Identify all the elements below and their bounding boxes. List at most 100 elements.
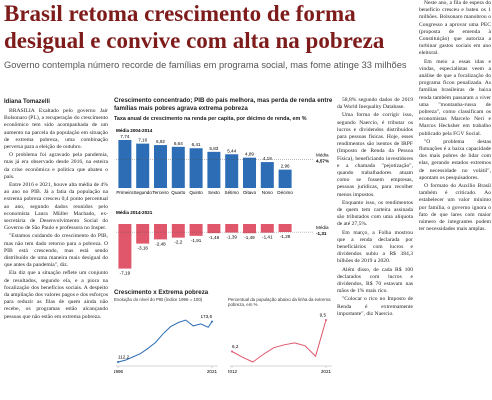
series-title: Média 2014-2021	[116, 210, 153, 215]
category-label: Nono	[262, 190, 273, 195]
paragraph: Além disso, de cada R$ 100 declarados co…	[337, 266, 413, 295]
value-label: 5,83	[209, 146, 218, 151]
paragraph: 58,8% segundo dados de 2019 da World Ine…	[337, 97, 413, 111]
value-label: -1,48	[209, 235, 220, 240]
paragraph: Neste ano, a fila de espera do benefício…	[419, 0, 491, 57]
paragraph: Ela diz que a situação reflete um conjun…	[4, 270, 108, 320]
bar	[225, 154, 239, 188]
paragraph: O formato do Auxílio Brasil também é cri…	[419, 183, 491, 233]
category-label: Quarto	[171, 190, 185, 195]
value-label: 7,74	[120, 134, 129, 139]
text-column: Neste ano, a fila de espera do benefício…	[419, 0, 491, 400]
value-label: -1,29	[280, 234, 291, 239]
value-label: 112,2	[118, 354, 130, 359]
mean-label: Média	[316, 225, 329, 230]
bar	[278, 224, 292, 232]
value-label: -1,91	[191, 238, 202, 243]
line-chart-box: Percentual da população abaixo da linha …	[227, 296, 334, 381]
value-label: -3,16	[137, 246, 148, 251]
line	[231, 319, 327, 363]
point	[325, 318, 327, 321]
bar	[260, 224, 274, 233]
value-label: 4,18	[263, 156, 272, 161]
chart-title: Crescimento concentrado; PIB do país mel…	[114, 97, 333, 112]
subheadline: Governo contempla número recorde de famí…	[4, 60, 407, 70]
category-label: Oitavo	[243, 190, 257, 195]
headline: Brasil retoma crescimento de forma desig…	[4, 1, 385, 53]
bar	[118, 140, 132, 188]
bar	[154, 224, 167, 240]
value-label: 6,64	[174, 141, 183, 146]
value-label: 6,92	[156, 139, 165, 144]
paragraph: Em meio a essas idas e vindas, especiali…	[419, 58, 491, 137]
point	[117, 360, 119, 363]
value-label: 2,96	[281, 164, 290, 169]
line-chart: 2012 2021 6,2 9,5	[227, 312, 332, 374]
bar	[189, 148, 203, 188]
bar	[207, 151, 221, 188]
bar	[118, 224, 132, 269]
paragraph: Enquanto isso, os rendimentos de quem te…	[337, 199, 413, 228]
bar	[260, 162, 274, 188]
value-label: 5,44	[227, 148, 236, 153]
paragraph: Uma forma de corrigir isso, segundo Naer…	[337, 112, 413, 198]
category-label: Segundo	[133, 190, 152, 195]
bar	[278, 169, 292, 188]
bar	[171, 146, 185, 188]
paragraph: "Estamos cuidando do crescimento do PIB,…	[4, 233, 108, 269]
mean-label: Média	[316, 153, 329, 158]
paragraph: "Colocar o rico no Imposto de Renda é ex…	[337, 296, 413, 317]
bar	[171, 224, 185, 238]
paragraph: "O problema destas flutuações é a baixa …	[419, 138, 491, 181]
mean-value: 4,57%	[316, 159, 329, 164]
byline: Idiana Tomazelli	[4, 99, 50, 105]
value-label: 7,16	[138, 138, 147, 143]
bar	[243, 224, 256, 234]
category-label: Quinto	[189, 190, 203, 195]
point	[231, 350, 233, 352]
line-chart-title: Evolução do nível do PIB (índice 1996 = …	[114, 296, 203, 302]
x-tick-label: 2021	[207, 369, 218, 374]
bar	[136, 143, 150, 188]
mean-value: -1,31	[316, 231, 327, 236]
series-title: Média 2004-2014	[116, 128, 153, 133]
category-label: Terceiro	[152, 190, 169, 195]
value-label: 173,6	[201, 314, 213, 319]
category-label: Sexto	[208, 190, 220, 195]
bar	[225, 224, 239, 233]
bar	[207, 224, 221, 234]
paragraph: O problema foi agravado pela pandemia, m…	[4, 152, 108, 180]
point	[211, 320, 213, 323]
value-label: 9,5	[320, 312, 327, 317]
paragraph: Entre 2016 e 2021, houve alta média de 4…	[4, 182, 108, 232]
x-tick-label: 1996	[114, 369, 124, 374]
line-chart-box: Evolução do nível do PIB (índice 1996 = …	[113, 296, 220, 381]
x-tick-label: 2012	[228, 369, 238, 374]
value-label: -7,19	[120, 271, 131, 276]
line-charts: Evolução do nível do PIB (índice 1996 = …	[113, 296, 334, 381]
bar	[136, 224, 150, 244]
bar	[243, 157, 256, 188]
value-label: 6,2	[232, 344, 239, 349]
bar	[189, 224, 203, 236]
text-column: BRASÍLIA Exaltado pelo governo Jair Bols…	[4, 108, 108, 400]
line-chart-title: Percentual da população abaixo da linha …	[228, 296, 331, 307]
x-tick-label: 2021	[321, 369, 332, 374]
category-label: Sétimo	[225, 190, 240, 195]
category-label: Primeiro	[116, 190, 134, 195]
value-label: -2,2	[174, 240, 182, 245]
chart-panel: Crescimento concentrado; PIB do país mel…	[113, 97, 334, 381]
category-label: Décimo	[277, 190, 293, 195]
value-label: -1,41	[262, 235, 273, 240]
value-label: -2,48	[155, 241, 166, 246]
value-label: -1,49	[244, 235, 255, 240]
chart-subtitle: Taxa anual de crescimento na renda per c…	[114, 116, 307, 122]
value-label: 6,41	[192, 142, 201, 147]
section-title: Crescimento x Extrema pobreza	[114, 289, 209, 296]
bar	[154, 145, 167, 188]
paragraph: BRASÍLIA Exaltado pelo governo Jair Bols…	[4, 108, 108, 151]
paragraph: Em março, a Folha mostrou que a renda de…	[337, 229, 413, 265]
line	[117, 318, 213, 362]
